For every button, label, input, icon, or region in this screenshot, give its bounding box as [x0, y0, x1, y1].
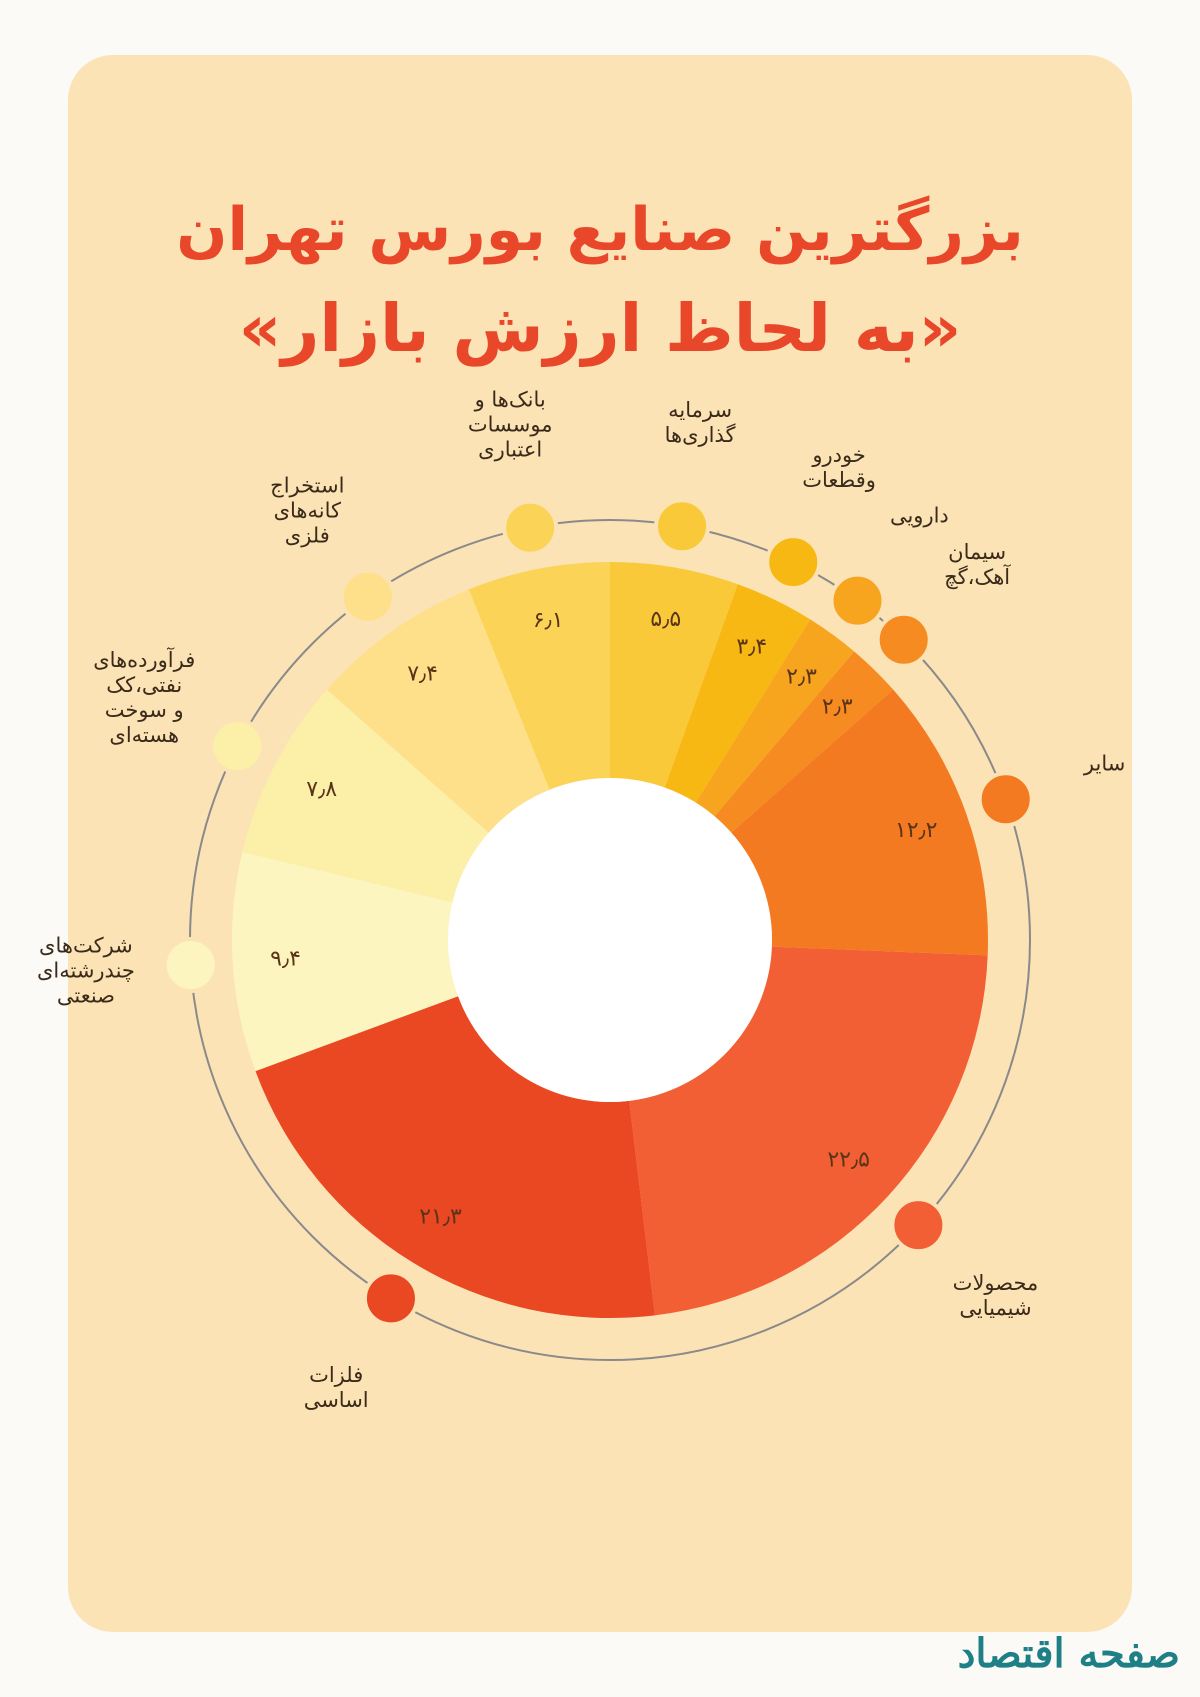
- icon: [875, 611, 932, 668]
- donut-slice: [255, 996, 655, 1318]
- value-label: ۱۲٫۲: [895, 818, 938, 843]
- value-label: ۵٫۵: [650, 607, 681, 632]
- category-label: سیمان آهک،گچ: [944, 539, 1011, 589]
- value-label: ۲٫۳: [786, 664, 817, 689]
- donut-hole: [448, 778, 772, 1102]
- icon: [362, 1270, 419, 1327]
- value-label: ۲۲٫۵: [827, 1148, 870, 1173]
- icon: [162, 937, 219, 994]
- category-label: استخراج کانه‌های فلزی: [270, 473, 345, 548]
- donut-slice: [232, 851, 459, 1072]
- icon: [339, 568, 396, 625]
- icon: [977, 771, 1034, 828]
- icon: [502, 499, 559, 556]
- value-label: ۷٫۴: [407, 661, 438, 686]
- value-label: ۷٫۸: [306, 777, 337, 802]
- icon: [209, 718, 266, 775]
- value-label: ۲٫۳: [822, 695, 853, 720]
- icon: [765, 534, 822, 591]
- category-label: سایر: [1083, 751, 1126, 776]
- donut-slice: [629, 946, 988, 1316]
- donut-slice: [326, 589, 550, 833]
- donut-slice: [695, 619, 855, 817]
- chart-subtitle: «به لحاظ ارزش بازار»: [238, 290, 962, 367]
- category-label: شرکت‌های چندرشته‌ای صنعتی: [36, 933, 135, 1008]
- category-label: محصولات شیمیایی: [952, 1271, 1039, 1321]
- logo: صفحه اقتصاد: [957, 1630, 1180, 1677]
- value-label: ۳٫۴: [736, 635, 767, 660]
- donut-slice: [468, 562, 610, 790]
- category-label: خودرو وقطعات: [802, 442, 876, 492]
- donut-slice: [714, 651, 894, 833]
- value-label: ۹٫۴: [270, 946, 301, 971]
- category-label: فرآورده‌های نفتی،کک و سوخت هسته‌ای: [93, 647, 196, 747]
- category-label: سرمایه گذاری‌ها: [664, 397, 736, 447]
- donut-slice: [242, 689, 489, 903]
- chart-title: بزرگترین صنایع بورس تهران: [176, 195, 1024, 265]
- value-label: ۲۱٫۳: [419, 1204, 462, 1229]
- donut-slice: [731, 689, 988, 956]
- icon: [829, 572, 886, 629]
- donut-slice: [610, 562, 738, 788]
- donut-slice: [664, 584, 811, 803]
- category-label: بانک‌ها و موسسات اعتباری: [467, 387, 553, 462]
- icon: [654, 498, 711, 555]
- category-label: دارویی: [889, 503, 949, 528]
- category-label: فلزات اساسی: [303, 1362, 369, 1412]
- value-label: ۶٫۱: [533, 608, 564, 633]
- icon: [890, 1197, 947, 1254]
